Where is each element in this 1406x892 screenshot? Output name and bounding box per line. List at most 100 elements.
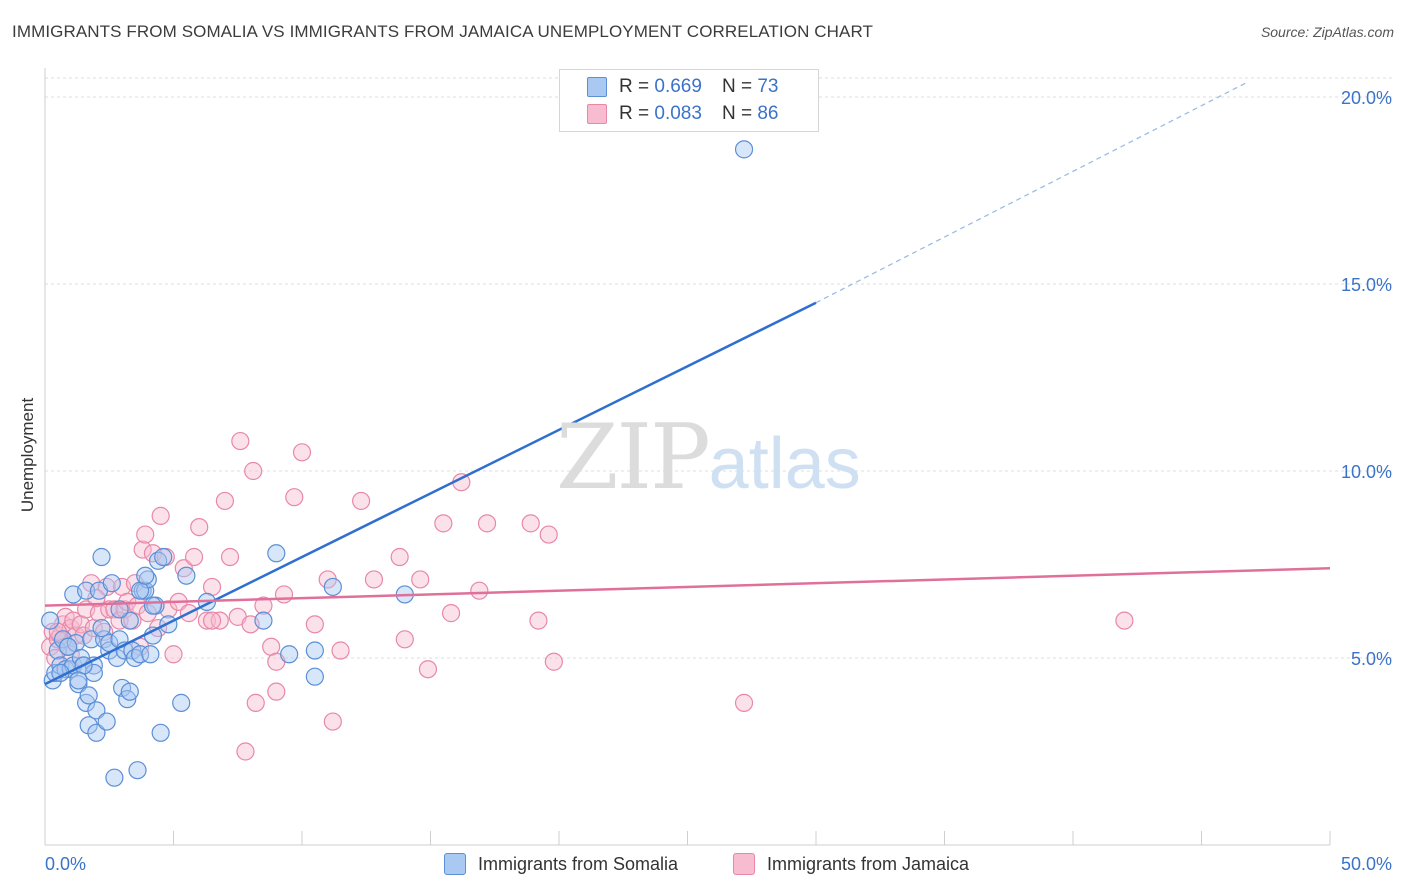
somalia-point <box>92 618 111 638</box>
jamaica-point <box>244 461 263 481</box>
somalia-point <box>130 645 150 664</box>
somalia-point <box>102 574 121 593</box>
jamaica-point <box>231 431 250 451</box>
legend-n-value: 86 <box>757 103 779 124</box>
jamaica-point <box>352 491 371 511</box>
somalia-point <box>92 547 111 567</box>
legend-swatch-somalia <box>587 77 607 97</box>
jamaica-point <box>164 645 183 664</box>
jamaica-point <box>323 712 342 731</box>
legend-n-value: 73 <box>757 76 779 97</box>
somalia-point <box>136 566 155 585</box>
jamaica-trend-line <box>44 566 1331 607</box>
jamaica-point <box>529 611 548 630</box>
jamaica-point <box>202 611 222 630</box>
jamaica-point <box>292 443 312 462</box>
jamaica-point <box>197 611 217 630</box>
somalia-point <box>69 671 88 690</box>
legend-row-jamaica: R = 0.083 N = 86 <box>587 103 778 125</box>
y-tick-label: 10.0% <box>1341 462 1392 482</box>
jamaica-point <box>210 611 229 630</box>
legend-r-label: R = <box>619 103 650 124</box>
somalia-point <box>734 140 754 159</box>
x-tick-label: 0.0% <box>45 854 86 874</box>
bottom-legend-label: Immigrants from Jamaica <box>767 853 970 874</box>
jamaica-point <box>174 559 193 578</box>
jamaica-point <box>246 693 265 712</box>
legend-r-value: 0.083 <box>654 103 702 124</box>
jamaica-point <box>434 514 453 533</box>
bottom-legend-swatch-somalia <box>444 853 466 875</box>
bottom-legend-label: Immigrants from Somalia <box>478 853 679 874</box>
somalia-point <box>48 641 67 660</box>
somalia-point <box>77 581 96 600</box>
correlation-legend: R = 0.669 N = 73 R = 0.083 N = 86 <box>559 69 819 132</box>
somalia-point <box>267 544 286 563</box>
somalia-point <box>141 645 160 664</box>
bottom-legend-swatch-jamaica <box>733 853 755 875</box>
somalia-point <box>82 630 101 649</box>
source-label: Source: ZipAtlas.com <box>1260 24 1394 40</box>
somalia-point <box>97 712 116 731</box>
bottom-legend-somalia: Immigrants from Somalia <box>444 852 678 876</box>
somalia-point <box>305 641 324 660</box>
jamaica-point <box>285 488 304 507</box>
jamaica-point <box>441 604 461 623</box>
somalia-point <box>41 611 60 630</box>
jamaica-point <box>1115 611 1134 630</box>
jamaica-point <box>87 589 106 608</box>
jamaica-point <box>184 547 204 567</box>
jamaica-point <box>477 514 497 533</box>
jamaica-point <box>521 514 540 533</box>
somalia-point <box>84 663 103 683</box>
somalia-point <box>77 693 96 712</box>
jamaica-point <box>305 615 324 634</box>
legend-r-value: 0.669 <box>654 76 702 97</box>
jamaica-point <box>267 682 286 701</box>
somalia-point <box>87 701 106 720</box>
jamaica-point <box>236 742 255 761</box>
jamaica-point <box>274 585 294 604</box>
somalia-trend-line <box>44 301 817 686</box>
jamaica-point <box>544 652 563 671</box>
somalia-point <box>118 690 137 709</box>
jamaica-point <box>390 547 409 567</box>
bottom-legend-jamaica: Immigrants from Jamaica <box>733 852 969 876</box>
jamaica-point <box>215 491 234 511</box>
legend-r-label: R = <box>619 76 650 97</box>
legend-n-label: N = <box>721 103 753 124</box>
jamaica-point <box>151 506 170 525</box>
somalia-point <box>280 645 299 664</box>
somalia-point <box>254 611 273 630</box>
somalia-point <box>87 723 106 742</box>
jamaica-point <box>470 581 489 600</box>
y-tick-label: 15.0% <box>1341 275 1392 295</box>
somalia-point <box>136 581 155 600</box>
somalia-point <box>105 768 124 787</box>
jamaica-point <box>364 570 384 589</box>
jamaica-point <box>418 660 438 679</box>
somalia-point <box>151 723 170 742</box>
somalia-point <box>154 547 173 567</box>
jamaica-point <box>331 641 350 660</box>
somalia-point <box>323 577 342 597</box>
jamaica-point <box>734 693 754 712</box>
jamaica-point <box>220 547 240 567</box>
somalia-point <box>120 682 139 701</box>
somalia-point <box>305 667 324 686</box>
jamaica-point <box>254 596 273 615</box>
jamaica-point <box>136 525 155 544</box>
jamaica-point <box>395 630 414 649</box>
somalia-point <box>177 566 196 585</box>
somalia-point <box>120 611 139 630</box>
somalia-point <box>110 600 129 619</box>
somalia-point <box>79 716 98 735</box>
legend-swatch-jamaica <box>587 104 607 124</box>
jamaica-point <box>133 540 152 559</box>
somalia-point <box>79 686 98 705</box>
jamaica-point <box>411 570 430 589</box>
somalia-point <box>59 637 78 656</box>
somalia-point <box>128 761 147 780</box>
somalia-point <box>143 596 163 615</box>
jamaica-point <box>190 517 209 537</box>
